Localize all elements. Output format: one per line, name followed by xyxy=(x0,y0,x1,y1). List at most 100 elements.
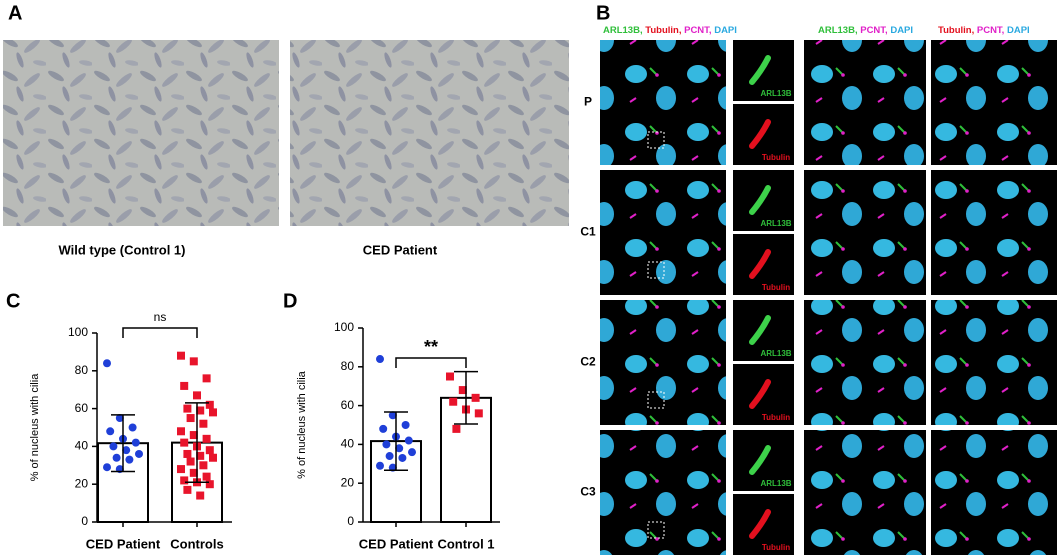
data-point xyxy=(474,409,483,418)
channel: DAPI xyxy=(890,25,913,36)
fluorescence-image xyxy=(804,300,926,425)
fluorescence-image xyxy=(931,430,1057,555)
data-point xyxy=(183,485,192,494)
data-point xyxy=(395,444,404,453)
panel-label: A xyxy=(8,2,22,24)
data-point xyxy=(122,446,131,455)
panel-label: D xyxy=(283,290,297,312)
data-point xyxy=(186,457,195,466)
phase-image xyxy=(290,40,569,226)
data-point xyxy=(131,438,140,447)
y-tick-label: 40 xyxy=(75,439,89,453)
y-axis-label: % of nucleus with cilia xyxy=(29,373,41,481)
data-point xyxy=(196,451,205,460)
x-tick-label: Controls xyxy=(170,536,223,551)
channel: Tubulin, xyxy=(645,25,681,36)
data-point xyxy=(471,393,480,402)
cilium xyxy=(749,119,771,149)
data-point xyxy=(376,461,384,470)
data-point xyxy=(177,465,185,474)
data-point xyxy=(106,427,115,436)
data-point xyxy=(202,374,211,383)
data-point xyxy=(183,404,192,413)
y-tick-label: 20 xyxy=(341,475,355,489)
data-point xyxy=(180,476,189,485)
inset-label: ARL13B xyxy=(760,479,791,488)
data-point xyxy=(135,449,143,458)
channel: DAPI xyxy=(1007,25,1030,36)
data-point xyxy=(103,463,111,472)
inset-label: Tubulin xyxy=(762,543,790,552)
data-point xyxy=(196,491,205,500)
significance-label: ** xyxy=(424,337,438,357)
fluorescence-image xyxy=(600,300,726,425)
data-point xyxy=(205,446,214,455)
panel-label: C xyxy=(6,290,20,312)
caption: CED Patient xyxy=(363,242,438,257)
row-label: C2 xyxy=(580,355,596,369)
roi-box xyxy=(647,521,665,539)
channel: DAPI xyxy=(714,25,737,36)
data-point xyxy=(177,427,185,436)
data-point xyxy=(202,434,211,443)
cilium xyxy=(749,509,771,539)
inset-label: Tubulin xyxy=(762,283,790,292)
data-point xyxy=(452,424,461,433)
fluorescence-image xyxy=(931,300,1057,425)
cilium xyxy=(749,185,771,215)
data-point xyxy=(189,431,198,440)
data-point xyxy=(189,468,198,477)
x-tick-label: CED Patient xyxy=(359,536,434,551)
micrograph-grid: P ARL13B Tubulin C1 ARL13B Tubulin C2 ARL13B Tub… xyxy=(580,40,1057,555)
data-point xyxy=(209,453,217,462)
channel: Tubulin, xyxy=(938,25,974,36)
data-point xyxy=(408,448,416,457)
data-point xyxy=(193,391,201,400)
cilium xyxy=(749,445,771,475)
y-tick-label: 0 xyxy=(81,514,88,528)
channel-header: ARL13B, PCNT, DAPI xyxy=(818,25,913,36)
y-axis-label: % of nucleus with cilia xyxy=(296,370,308,478)
fluorescence-image xyxy=(804,430,926,555)
y-tick-label: 40 xyxy=(341,437,355,451)
data-point xyxy=(449,397,458,406)
y-tick-label: 0 xyxy=(347,514,354,528)
cilium xyxy=(749,249,771,279)
data-point xyxy=(205,400,214,409)
significance-bracket xyxy=(395,357,467,368)
cilium xyxy=(749,379,771,409)
fluorescence-image xyxy=(931,40,1057,165)
data-point xyxy=(205,480,214,489)
y-tick-label: 80 xyxy=(75,363,89,377)
channel: PCNT, xyxy=(684,25,711,36)
significance-bracket xyxy=(122,327,198,338)
inset-label: Tubulin xyxy=(762,153,790,162)
data-point xyxy=(376,355,384,364)
data-point xyxy=(398,453,407,462)
data-point xyxy=(183,449,192,458)
data-point xyxy=(385,452,394,461)
row-label: C1 xyxy=(580,225,596,239)
data-point xyxy=(209,408,217,417)
significance-label: ns xyxy=(154,310,167,324)
data-point xyxy=(199,419,208,428)
channel: ARL13B, xyxy=(603,25,643,36)
data-point xyxy=(446,372,454,381)
caption: Wild type (Control 1) xyxy=(59,242,186,257)
roi-box xyxy=(647,391,665,409)
data-point xyxy=(112,453,121,462)
data-point xyxy=(103,359,111,368)
y-tick-label: 60 xyxy=(341,398,355,412)
data-point xyxy=(189,357,198,366)
data-point xyxy=(404,436,413,445)
x-tick-label: CED Patient xyxy=(86,536,161,551)
inset-label: ARL13B xyxy=(760,349,791,358)
x-tick-label: Control 1 xyxy=(437,536,494,551)
cilium xyxy=(749,315,771,345)
channel-header: Tubulin, PCNT, DAPI xyxy=(938,25,1030,36)
cilium xyxy=(749,55,771,85)
row-label: P xyxy=(584,95,592,109)
y-tick-label: 80 xyxy=(341,359,355,373)
y-tick-label: 20 xyxy=(75,476,89,490)
